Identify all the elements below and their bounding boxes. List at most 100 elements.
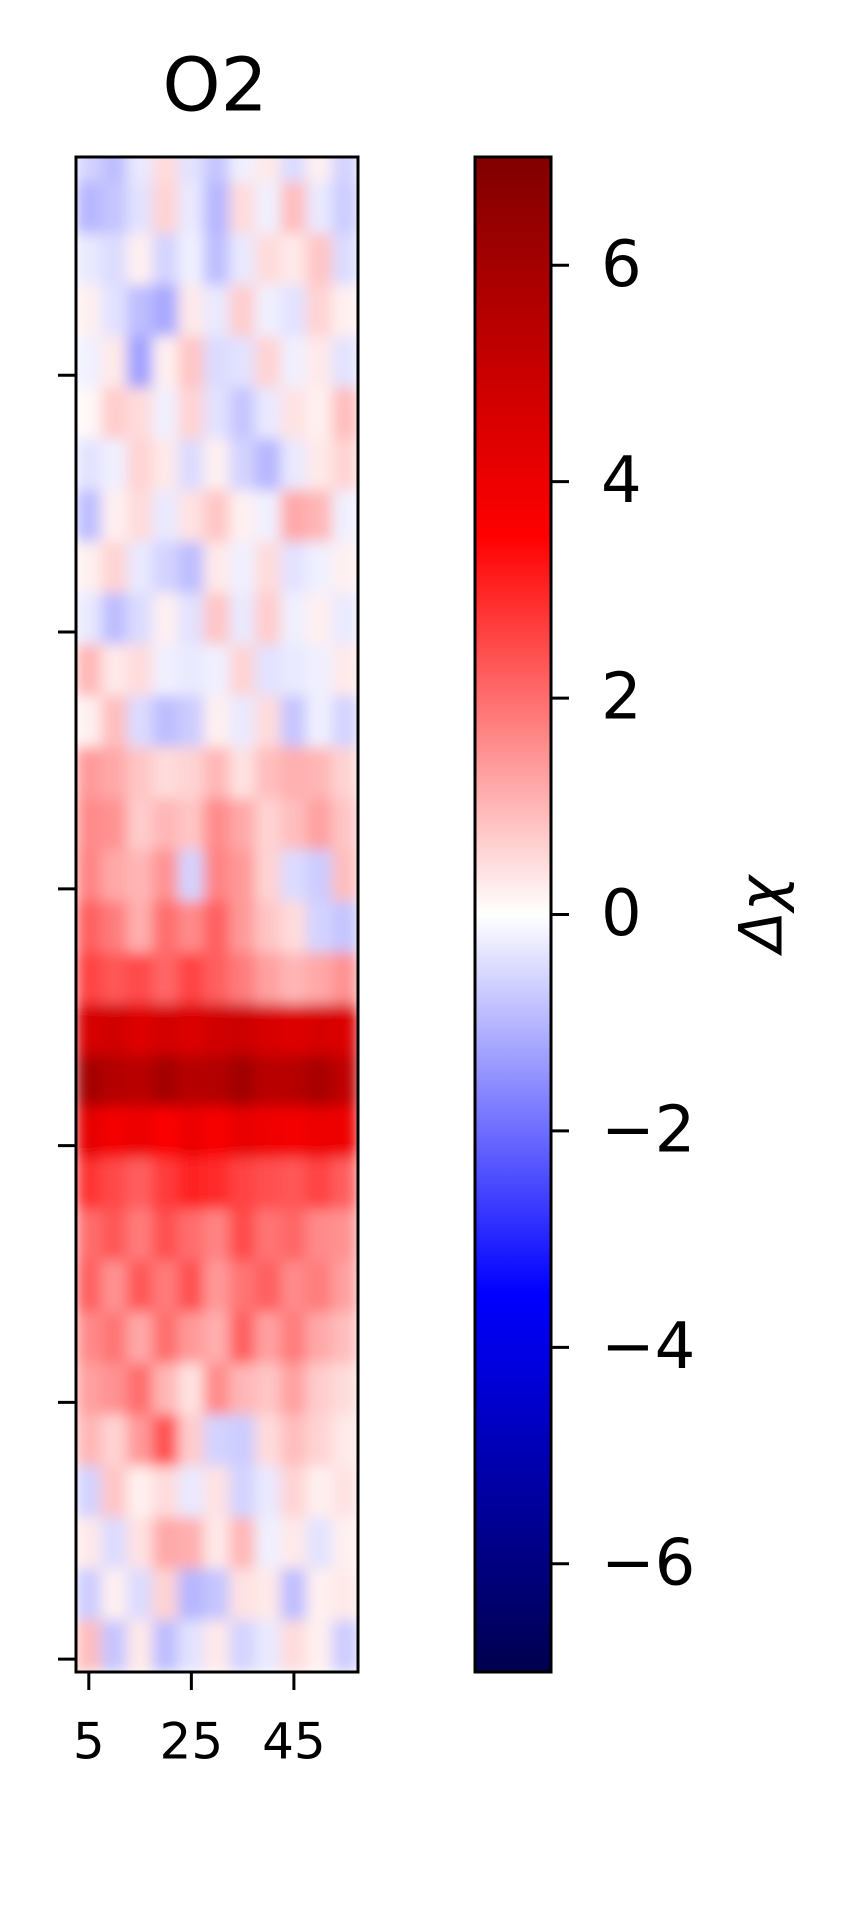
heatmap-cell <box>306 1414 333 1468</box>
chart-title: O2 <box>162 43 267 129</box>
heatmap-cell <box>306 336 333 389</box>
heatmap-cell <box>203 1209 231 1262</box>
heatmap-cell <box>254 1003 282 1057</box>
heatmap-cell <box>76 336 103 389</box>
heatmap-cell <box>306 541 333 595</box>
heatmap-cell <box>229 695 256 749</box>
heatmap-cell <box>306 438 333 492</box>
heatmap-cell <box>101 1055 128 1108</box>
heatmap-cell <box>178 644 205 697</box>
heatmap-cell <box>229 182 256 235</box>
heatmap-cell <box>331 182 358 235</box>
heatmap-cell <box>254 849 282 903</box>
heatmap-cell <box>203 1157 231 1211</box>
heatmap-cell <box>331 1517 358 1570</box>
heatmap-cell <box>280 1106 308 1159</box>
heatmap-cell <box>203 1363 231 1416</box>
heatmap-cell <box>254 1568 282 1622</box>
heatmap-cell <box>76 952 103 1005</box>
heatmap-cell <box>254 952 282 1005</box>
heatmap-cell <box>306 1003 333 1057</box>
heatmap-cell <box>203 387 231 440</box>
heatmap-cell <box>280 1620 308 1672</box>
heatmap-cell <box>331 438 358 492</box>
heatmap-cell <box>126 284 154 338</box>
heatmap-cell <box>280 644 308 697</box>
heatmap-cell <box>280 387 308 440</box>
heatmap-cell <box>152 284 180 338</box>
heatmap-cell <box>254 182 282 235</box>
heatmap-cell <box>126 1312 154 1365</box>
heatmap-cell <box>101 747 128 800</box>
heatmap-cell <box>331 1157 358 1211</box>
heatmap-cell <box>126 798 154 851</box>
heatmap-cell <box>229 1466 256 1519</box>
heatmap-cell <box>306 1363 333 1416</box>
heatmap-cell <box>229 1157 256 1211</box>
heatmap-cell <box>229 1414 256 1468</box>
heatmap-cell <box>254 541 282 595</box>
heatmap-cell <box>203 490 231 543</box>
heatmap-cell <box>254 644 282 697</box>
colorbar-label: Δχ <box>727 873 797 956</box>
heatmap-cell <box>306 1568 333 1622</box>
heatmap-cell <box>126 1466 154 1519</box>
heatmap-cell <box>101 336 128 389</box>
heatmap-cell <box>254 1157 282 1211</box>
heatmap-cell <box>126 1620 154 1672</box>
heatmap-cell <box>126 1157 154 1211</box>
heatmap-cell <box>101 1003 128 1057</box>
heatmap-cell <box>76 695 103 749</box>
heatmap-cell <box>254 798 282 851</box>
heatmap-cell <box>76 1312 103 1365</box>
colorbar-tick-label: 6 <box>601 228 642 302</box>
heatmap-cell <box>178 798 205 851</box>
heatmap-cell <box>178 1312 205 1365</box>
heatmap-cell <box>152 952 180 1005</box>
heatmap-cell <box>101 798 128 851</box>
heatmap-cell <box>152 490 180 543</box>
heatmap-cell <box>306 284 333 338</box>
axes: 5 25 45 −6 −4 −2 0 2 4 6 Δχ <box>58 228 797 1771</box>
heatmap-cell <box>331 387 358 440</box>
heatmap-cell <box>203 1312 231 1365</box>
heatmap-cell <box>126 1414 154 1468</box>
heatmap-cell <box>76 1363 103 1416</box>
heatmap-cell <box>126 336 154 389</box>
heatmap-cell <box>280 1055 308 1108</box>
heatmap-cell <box>280 849 308 903</box>
heatmap-cell <box>76 490 103 543</box>
heatmap-cell <box>76 747 103 800</box>
heatmap-cell <box>178 695 205 749</box>
heatmap-cell <box>178 1209 205 1262</box>
heatmap-cell <box>101 1209 128 1262</box>
heatmap-cell <box>229 593 256 646</box>
heatmap-cell <box>254 747 282 800</box>
heatmap-cell <box>306 1106 333 1159</box>
heatmap-cell <box>306 182 333 235</box>
heatmap-cell <box>280 952 308 1005</box>
heatmap-cell <box>203 747 231 800</box>
heatmap-cell <box>101 1620 128 1672</box>
heatmap-cell <box>280 1003 308 1057</box>
heatmap-cell <box>152 1106 180 1159</box>
heatmap-cell <box>203 798 231 851</box>
heatmap-cell <box>76 849 103 903</box>
heatmap-cell <box>152 1312 180 1365</box>
heatmap-cell <box>280 438 308 492</box>
heatmap-cell <box>254 1517 282 1570</box>
heatmap-cell <box>229 438 256 492</box>
heatmap-cell <box>152 747 180 800</box>
heatmap-cell <box>178 182 205 235</box>
heatmap-cell <box>178 541 205 595</box>
heatmap-cell <box>101 387 128 440</box>
heatmap-cell <box>152 1466 180 1519</box>
plot-frame <box>74 155 360 1674</box>
heatmap-cell <box>229 1260 256 1314</box>
heatmap-cell <box>203 849 231 903</box>
heatmap-cell <box>76 1106 103 1159</box>
heatmap-cell <box>203 1620 231 1672</box>
colorbar <box>473 155 553 1674</box>
heatmap-cell <box>101 157 128 184</box>
heatmap-cell <box>331 1466 358 1519</box>
